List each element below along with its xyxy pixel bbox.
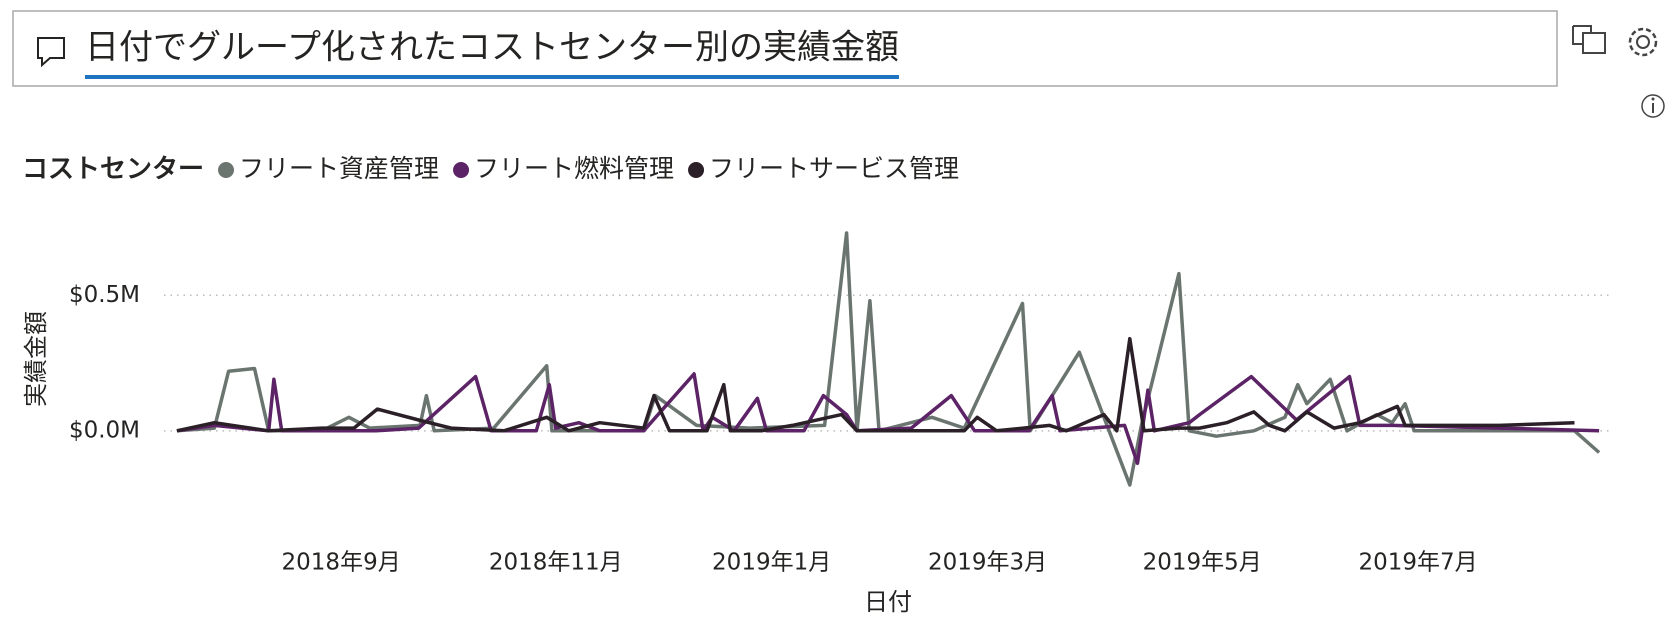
settings-icon[interactable]	[1628, 27, 1658, 57]
legend-label: フリート燃料管理	[474, 154, 674, 183]
legend-label: フリート資産管理	[239, 154, 439, 183]
x-tick-label: 2018年11月	[489, 550, 623, 576]
chat-icon	[37, 37, 65, 68]
legend-title: コストセンター	[22, 155, 204, 185]
legend-marker	[688, 162, 705, 178]
series-line	[176, 372, 1600, 466]
y-tick-label: $0.0M	[69, 417, 140, 443]
x-tick-label: 2019年5月	[1143, 550, 1262, 576]
series-line	[176, 231, 1601, 487]
x-tick-label: 2019年3月	[928, 550, 1047, 576]
x-axis-title: 日付	[864, 588, 912, 616]
question-text: 日付でグループ化されたコストセンター別の実績金額	[85, 28, 899, 68]
legend-marker	[453, 162, 470, 178]
convert-icon[interactable]	[1572, 25, 1606, 54]
y-axis-title: 実績金額	[22, 311, 50, 407]
x-tick-label: 2019年1月	[712, 550, 831, 576]
legend-marker	[218, 162, 235, 178]
question-box[interactable]	[12, 10, 1558, 87]
info-icon[interactable]	[1641, 94, 1665, 118]
series-line	[176, 336, 1575, 433]
x-tick-label: 2018年9月	[282, 550, 401, 576]
x-tick-label: 2019年7月	[1358, 550, 1477, 576]
legend-label: フリートサービス管理	[709, 154, 959, 183]
y-tick-label: $0.5M	[69, 282, 140, 308]
